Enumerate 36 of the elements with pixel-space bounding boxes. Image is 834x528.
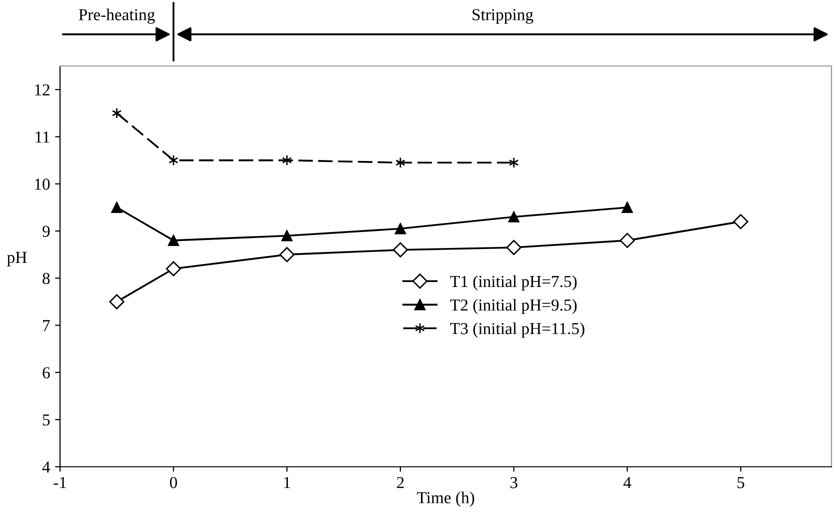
- y-tick-label: 9: [42, 226, 50, 237]
- legend-label: T3 (initial pH=11.5): [450, 322, 584, 338]
- y-tick-label: 11: [36, 132, 50, 143]
- x-tick-label: 1: [284, 477, 290, 488]
- legend-label: T1 (initial pH=7.5): [450, 275, 577, 291]
- legend-label: T2 (initial pH=9.5): [450, 298, 577, 314]
- point: [392, 242, 408, 258]
- y-tick-label: 10: [35, 178, 50, 190]
- y-tick-label: 6: [42, 367, 50, 378]
- x-tick-label: 2: [396, 477, 404, 488]
- point: [279, 247, 295, 262]
- point: [508, 211, 520, 222]
- point: [168, 234, 180, 246]
- point: [394, 223, 406, 234]
- y-tick-label: 7: [43, 320, 50, 332]
- x-tick-label: 5: [738, 477, 744, 488]
- x-tick-label: 3: [510, 477, 518, 488]
- x-tick-label: -1: [54, 477, 66, 488]
- x-tick-label: 4: [623, 477, 632, 488]
- point: [620, 232, 635, 248]
- point: [622, 202, 633, 213]
- point: [733, 214, 748, 230]
- text: Stripping: [472, 9, 534, 24]
- point: [111, 202, 122, 213]
- point: [166, 261, 182, 276]
- x-axis-title: Time (h): [416, 492, 474, 507]
- y-tick-label: 5: [42, 414, 50, 426]
- y-axis-title: pH: [7, 252, 27, 266]
- x-tick-label: 0: [170, 476, 178, 488]
- point: [109, 294, 124, 310]
- text: Pre-heating: [78, 8, 155, 24]
- point: [506, 240, 522, 256]
- point: [281, 230, 292, 242]
- y-tick-label: 8: [42, 272, 50, 284]
- y-tick-label: 4: [42, 462, 50, 473]
- y-tick-label: 12: [35, 84, 50, 96]
